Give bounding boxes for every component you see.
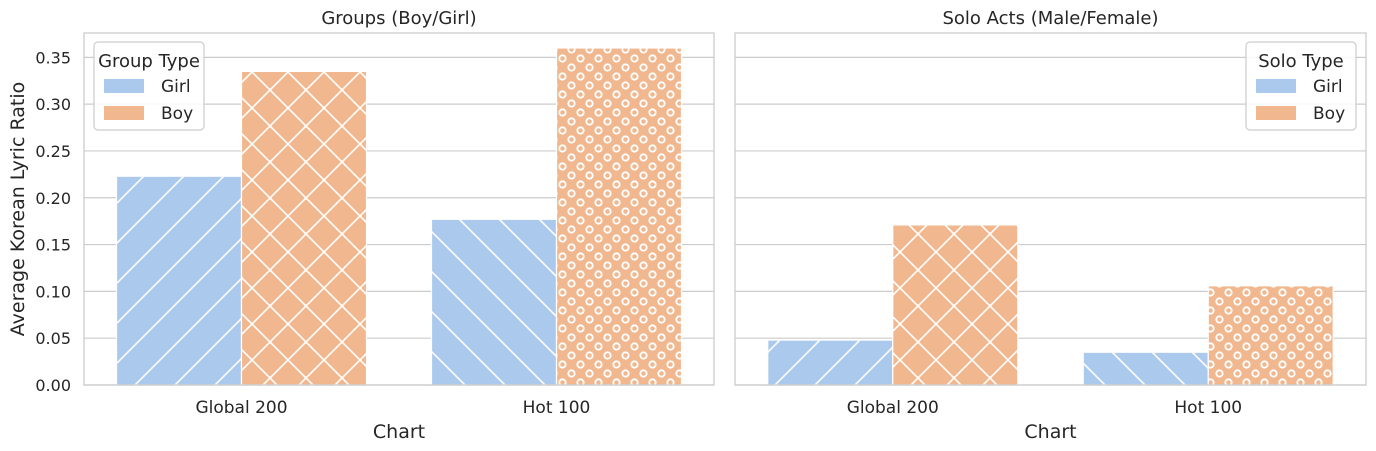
- solo-chart-title: Solo Acts (Male/Female): [942, 8, 1158, 29]
- groups-x-axis-label: Chart: [373, 421, 425, 443]
- groups-x-tick-labels: Global 200 Hot 100: [195, 398, 590, 418]
- groups-y-tick-label: 0.00: [35, 376, 71, 395]
- groups-bar-boy-hot-100-hatch: [556, 47, 682, 385]
- groups-legend-label-girl: Girl: [161, 77, 191, 97]
- groups-y-tick-label: 0.05: [35, 329, 71, 348]
- groups-panel: 0.00 0.05 0.10 0.15 0.20 0.25 0.30 0.35 Global …: [7, 8, 715, 443]
- groups-y-tick-label: 0.30: [35, 95, 71, 114]
- solo-bar-girl-hot-100-hatch: [1083, 352, 1209, 385]
- groups-legend-swatch-boy: [104, 106, 144, 120]
- groups-bar-boy-global-200-hatch: [241, 71, 367, 385]
- groups-legend-title: Group Type: [98, 51, 200, 72]
- groups-plot-frame: [83, 32, 715, 386]
- solo-legend-swatch-boy: [1256, 106, 1296, 120]
- groups-y-tick-label: 0.20: [35, 189, 71, 208]
- solo-bar-boy-global-200-hatch: [892, 224, 1018, 385]
- groups-chart-title: Groups (Boy/Girl): [321, 8, 476, 29]
- solo-legend-label-boy: Boy: [1313, 104, 1345, 124]
- solo-x-axis-label: Chart: [1024, 421, 1076, 443]
- groups-bar-girl-global-200-hatch: [116, 176, 242, 385]
- groups-bar-girl-hot-100-hatch: [431, 219, 557, 385]
- solo-legend-swatch-girl: [1256, 79, 1296, 93]
- solo-bars: [767, 224, 1334, 386]
- groups-legend-label-boy: Boy: [161, 104, 193, 124]
- groups-y-tick-label: 0.15: [35, 236, 71, 255]
- groups-y-tick-label: 0.10: [35, 282, 71, 301]
- groups-y-tick-label: 0.25: [35, 142, 71, 161]
- solo-legend: Solo Type Girl Boy: [1245, 41, 1357, 131]
- groups-bars: [115, 47, 683, 386]
- solo-x-tick-label: Global 200: [847, 398, 939, 418]
- groups-y-axis-label: Average Korean Lyric Ratio: [7, 82, 29, 336]
- solo-panel: Global 200 Hot 100 Solo Acts (Male/Female…: [734, 8, 1367, 443]
- groups-x-tick-label: Global 200: [195, 398, 287, 418]
- solo-plot-frame: [734, 32, 1367, 386]
- solo-legend-label-girl: Girl: [1313, 77, 1343, 97]
- groups-legend-swatch-girl: [104, 79, 144, 93]
- solo-x-tick-labels: Global 200 Hot 100: [847, 398, 1242, 418]
- solo-bar-girl-global-200-hatch: [767, 340, 893, 385]
- solo-x-tick-label: Hot 100: [1174, 398, 1242, 418]
- solo-legend-title: Solo Type: [1258, 51, 1344, 72]
- groups-legend: Group Type Girl Boy: [93, 41, 205, 131]
- groups-x-tick-label: Hot 100: [523, 398, 591, 418]
- groups-y-tick-label: 0.35: [35, 48, 71, 67]
- groups-y-tick-labels: 0.00 0.05 0.10 0.15 0.20 0.25 0.30 0.35: [35, 48, 71, 395]
- solo-bar-boy-hot-100-hatch: [1208, 285, 1334, 385]
